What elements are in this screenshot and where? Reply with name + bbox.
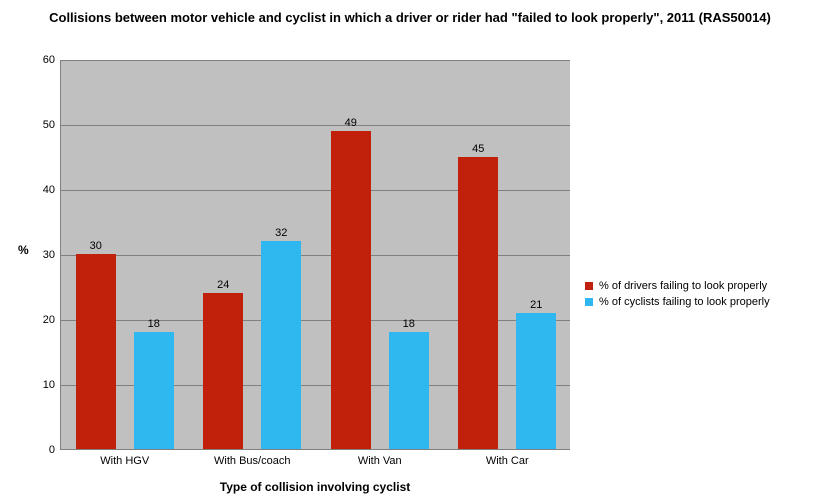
bar: 49	[331, 131, 371, 450]
bar: 21	[516, 313, 556, 450]
y-tick-label: 20	[43, 314, 55, 326]
legend-item: % of cyclists failing to look properly	[585, 296, 770, 308]
legend-swatch	[585, 298, 593, 306]
bar-value-label: 45	[472, 143, 484, 155]
bar-value-label: 24	[217, 279, 229, 291]
bar: 18	[134, 332, 174, 449]
y-tick-label: 30	[43, 249, 55, 261]
legend: % of drivers failing to look properly % o…	[585, 280, 770, 312]
bar-value-label: 49	[345, 117, 357, 129]
legend-label: % of drivers failing to look properly	[599, 280, 767, 292]
bar-value-label: 32	[275, 227, 287, 239]
legend-label: % of cyclists failing to look properly	[599, 296, 770, 308]
x-axis-label: Type of collision involving cyclist	[60, 480, 570, 494]
y-tick-label: 50	[43, 119, 55, 131]
x-tick-label: With Car	[486, 455, 529, 467]
bar-value-label: 18	[148, 318, 160, 330]
bar-value-label: 18	[403, 318, 415, 330]
x-tick-label: With Bus/coach	[214, 455, 290, 467]
bar-value-label: 21	[530, 299, 542, 311]
y-tick-label: 10	[43, 379, 55, 391]
x-tick-label: With Van	[358, 455, 402, 467]
plot-area: 0102030405060With HGV3018With Bus/coach2…	[60, 60, 570, 450]
legend-item: % of drivers failing to look properly	[585, 280, 770, 292]
x-tick-label: With HGV	[100, 455, 149, 467]
y-tick-label: 40	[43, 184, 55, 196]
bar: 32	[261, 241, 301, 449]
chart-title: Collisions between motor vehicle and cyc…	[0, 10, 820, 27]
bar: 24	[203, 293, 243, 449]
y-axis-label: %	[18, 243, 29, 257]
bar-value-label: 30	[90, 240, 102, 252]
bar: 30	[76, 254, 116, 449]
y-tick-label: 60	[43, 54, 55, 66]
legend-swatch	[585, 282, 593, 290]
bar: 18	[389, 332, 429, 449]
bar: 45	[458, 157, 498, 450]
y-tick-label: 0	[49, 444, 55, 456]
gridline	[61, 125, 570, 126]
gridline	[61, 60, 570, 61]
